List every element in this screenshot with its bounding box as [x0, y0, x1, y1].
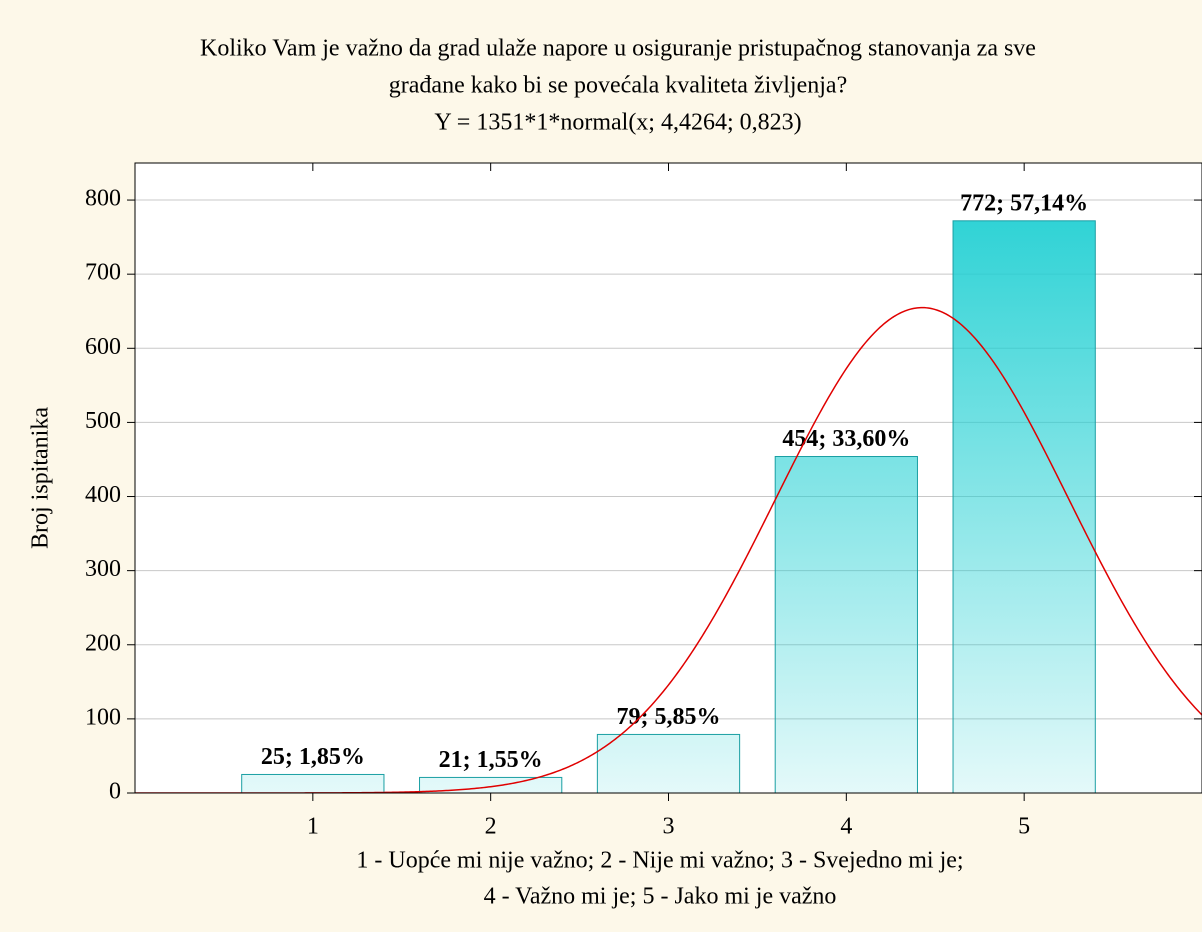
data-label: 25; 1,85% — [261, 744, 365, 770]
y-tick-label: 800 — [85, 186, 121, 212]
bar — [596, 733, 741, 794]
x-tick-label: 2 — [485, 814, 497, 840]
y-tick-label: 700 — [85, 260, 121, 286]
x-axis-label: 4 - Važno mi je; 5 - Jako mi je važno — [484, 884, 837, 910]
plot-frame — [134, 162, 1202, 794]
y-tick-label: 200 — [85, 630, 121, 656]
chart-title: građane kako bi se povećala kvaliteta ži… — [389, 73, 847, 99]
bar — [774, 456, 918, 794]
x-tick-label: 3 — [663, 814, 675, 840]
y-axis-label: Broj ispitanika — [28, 407, 54, 549]
x-tick-label: 1 — [307, 814, 319, 840]
y-tick-label: 600 — [85, 334, 121, 360]
chart-subtitle: Y = 1351*1*normal(x; 4,4264; 0,823) — [434, 110, 801, 136]
y-tick-label: 0 — [109, 779, 121, 805]
y-tick-label: 100 — [85, 704, 121, 730]
y-tick-label: 300 — [85, 556, 121, 582]
data-label: 21; 1,55% — [439, 747, 543, 773]
y-tick-label: 400 — [85, 482, 121, 508]
y-tick-label: 500 — [85, 408, 121, 434]
bar — [241, 773, 385, 794]
x-tick-label: 4 — [840, 814, 852, 840]
chart-title: Koliko Vam je važno da grad ulaže napore… — [200, 36, 1036, 62]
data-label: 454; 33,60% — [782, 426, 910, 452]
data-label: 772; 57,14% — [960, 190, 1088, 216]
data-label: 79; 5,85% — [617, 704, 721, 730]
x-axis-label: 1 - Uopće mi nije važno; 2 - Nije mi važ… — [356, 848, 963, 874]
x-tick-label: 5 — [1018, 814, 1030, 840]
bar — [952, 220, 1096, 794]
